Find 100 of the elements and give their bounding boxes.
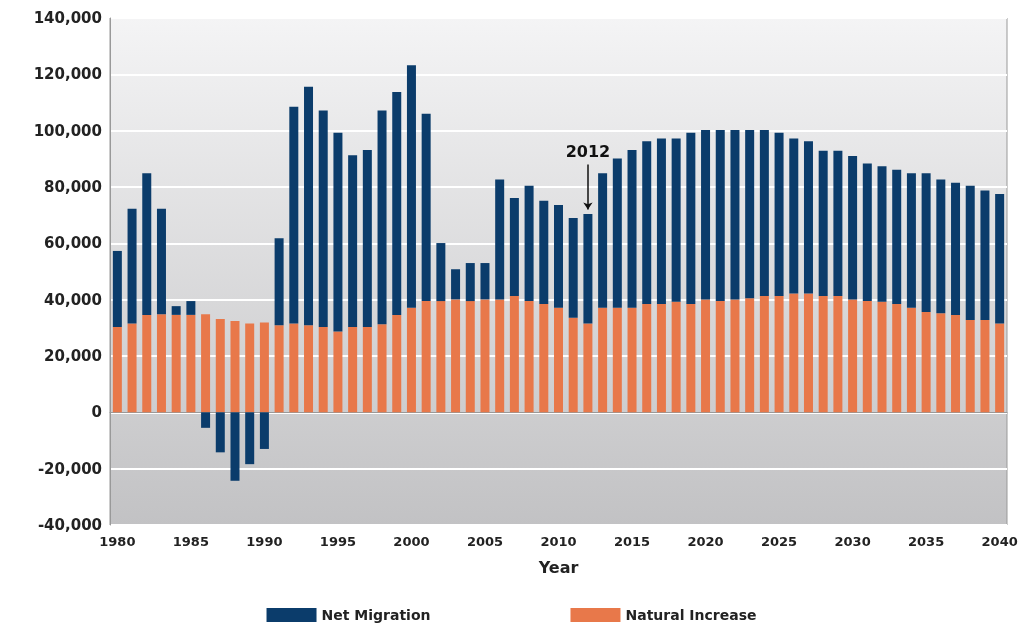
bar: [848, 156, 858, 300]
bar: [348, 326, 358, 413]
bar: [554, 205, 563, 308]
x-tick-label: 2025: [760, 534, 798, 549]
bar: [259, 322, 269, 413]
bar: [436, 243, 446, 302]
x-tick-label: 2000: [393, 534, 430, 549]
y-tick-label: 20,000: [44, 347, 102, 365]
bar: [406, 307, 416, 413]
bar: [362, 326, 372, 413]
x-tick-label: 2005: [466, 534, 504, 549]
bar: [980, 190, 990, 320]
bar: [701, 130, 711, 300]
bar: [156, 314, 166, 413]
bar: [318, 326, 328, 413]
bar: [127, 323, 137, 413]
bar: [833, 150, 843, 297]
x-tick-label: 1985: [172, 534, 209, 549]
bar: [642, 141, 652, 304]
bar: [465, 263, 475, 302]
bar: [509, 296, 519, 413]
y-tick-label: 40,000: [44, 290, 102, 309]
bar: [848, 299, 858, 413]
y-tick-label: 100,000: [33, 121, 102, 140]
bar: [686, 132, 696, 304]
y-tick-label: -40,000: [37, 516, 102, 534]
x-tick-label: 1980: [99, 534, 136, 549]
bar: [186, 301, 196, 315]
bar: [995, 323, 1005, 413]
bar: [671, 138, 681, 302]
bar: [201, 314, 211, 413]
bar: [892, 303, 902, 413]
bar: [862, 163, 872, 302]
x-tick-label: 2040: [981, 534, 1018, 549]
bar: [980, 319, 990, 413]
bar: [730, 299, 740, 413]
bar: [524, 301, 534, 413]
bar: [142, 314, 152, 413]
annotation: 2012: [565, 141, 611, 161]
bar: [289, 106, 299, 324]
bar: [789, 138, 799, 294]
bar: [995, 194, 1005, 324]
legend-label: Natural Increase: [625, 607, 757, 623]
bar: [656, 303, 666, 413]
bar: [348, 155, 358, 327]
x-tick-label: 2015: [613, 534, 651, 549]
bar: [642, 303, 652, 413]
bar: [112, 250, 122, 327]
bar: [539, 200, 549, 304]
x-tick-label: 2020: [687, 534, 724, 549]
y-tick-label: 140,000: [33, 9, 102, 27]
bar: [156, 208, 166, 315]
bar: [774, 132, 784, 297]
bar: [818, 150, 828, 297]
bar: [451, 299, 461, 413]
x-tick-label: 2030: [834, 534, 871, 549]
bar: [171, 314, 181, 413]
bar: [598, 307, 608, 413]
bar: [921, 312, 931, 413]
x-tick-label: 1995: [319, 534, 357, 549]
bar: [362, 150, 372, 327]
bar: [289, 323, 299, 413]
bar: [715, 301, 725, 413]
bar: [951, 314, 961, 413]
bar: [759, 296, 769, 413]
x-tick-label: 2010: [540, 534, 577, 549]
bar: [803, 293, 813, 413]
bar: [333, 132, 343, 332]
bar: [686, 303, 696, 413]
bar: [568, 217, 578, 318]
bar: [436, 301, 446, 413]
bar: [745, 298, 755, 413]
bar: [671, 301, 681, 413]
bar: [554, 307, 563, 413]
bar: [759, 130, 769, 297]
bar: [392, 314, 402, 413]
bar: [701, 299, 711, 413]
bar: [142, 173, 152, 315]
bar: [568, 317, 578, 413]
bar: [612, 158, 622, 308]
bar: [186, 314, 196, 413]
bar: [259, 412, 269, 449]
bar: [230, 412, 240, 481]
x-tick-label: 1990: [246, 534, 283, 549]
bar: [480, 299, 490, 413]
bar: [304, 86, 314, 326]
bar: [965, 319, 975, 413]
bar: [583, 214, 593, 324]
bar: [951, 182, 961, 315]
bar: [421, 113, 431, 302]
bar: [745, 130, 755, 299]
bar: [495, 299, 505, 413]
bar: [274, 238, 284, 326]
bar: [201, 412, 211, 428]
bar: [627, 150, 637, 308]
bar: [715, 130, 725, 302]
y-tick-label: -20,000: [37, 459, 102, 478]
bar: [480, 263, 490, 300]
bar: [818, 296, 828, 413]
bar: [583, 323, 593, 413]
